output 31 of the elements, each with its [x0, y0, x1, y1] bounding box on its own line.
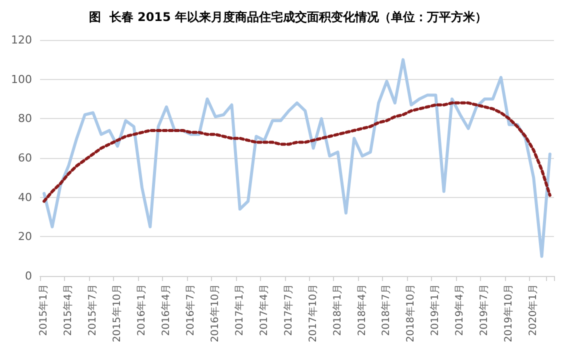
- x-tick-label: 2017年4月: [258, 284, 270, 336]
- y-tick-label: 40: [18, 190, 32, 204]
- x-tick-label: 2016年10月: [208, 284, 221, 342]
- x-tick-label: 2020年1月: [527, 284, 540, 336]
- x-tick-label: 2017年1月: [233, 284, 246, 336]
- y-tick-label: 20: [18, 230, 32, 244]
- x-tick-label: 2015年7月: [86, 284, 99, 336]
- y-tick-label: 0: [25, 270, 32, 282]
- line-series: [42, 101, 552, 203]
- y-tick-label: 60: [18, 152, 32, 164]
- x-tick-label: 2019年1月: [429, 284, 442, 336]
- x-tick-label: 2018年1月: [331, 284, 344, 336]
- y-tick-label: 80: [18, 112, 32, 126]
- x-tick-label: 2016年4月: [160, 284, 172, 336]
- x-tick-label: 2016年7月: [184, 284, 196, 336]
- chart-title: 图 长春 2015 年以来月度商品住宅成交面积变化情况（单位：万平方米）: [88, 10, 488, 24]
- x-tick-label: 2019年7月: [478, 284, 490, 336]
- x-tick-label: 2015年4月: [62, 284, 74, 336]
- x-tick-label: 2016年1月: [135, 284, 148, 336]
- y-tick-label: 120: [11, 34, 32, 46]
- x-tick-label: 2015年1月: [38, 284, 50, 336]
- x-tick-label: 2018年10月: [404, 284, 417, 342]
- line-series: [42, 58, 552, 258]
- x-tick-label: 2018年7月: [380, 284, 392, 336]
- y-tick-label: 100: [11, 72, 32, 86]
- x-tick-label: 2019年4月: [454, 284, 466, 336]
- x-tick-label: 2017年10月: [306, 284, 319, 342]
- x-tick-label: 2018年4月: [356, 284, 368, 336]
- x-tick-label: 2017年7月: [282, 284, 294, 336]
- x-tick-label: 2019年10月: [502, 284, 515, 342]
- x-tick-label: 2015年10月: [111, 284, 124, 342]
